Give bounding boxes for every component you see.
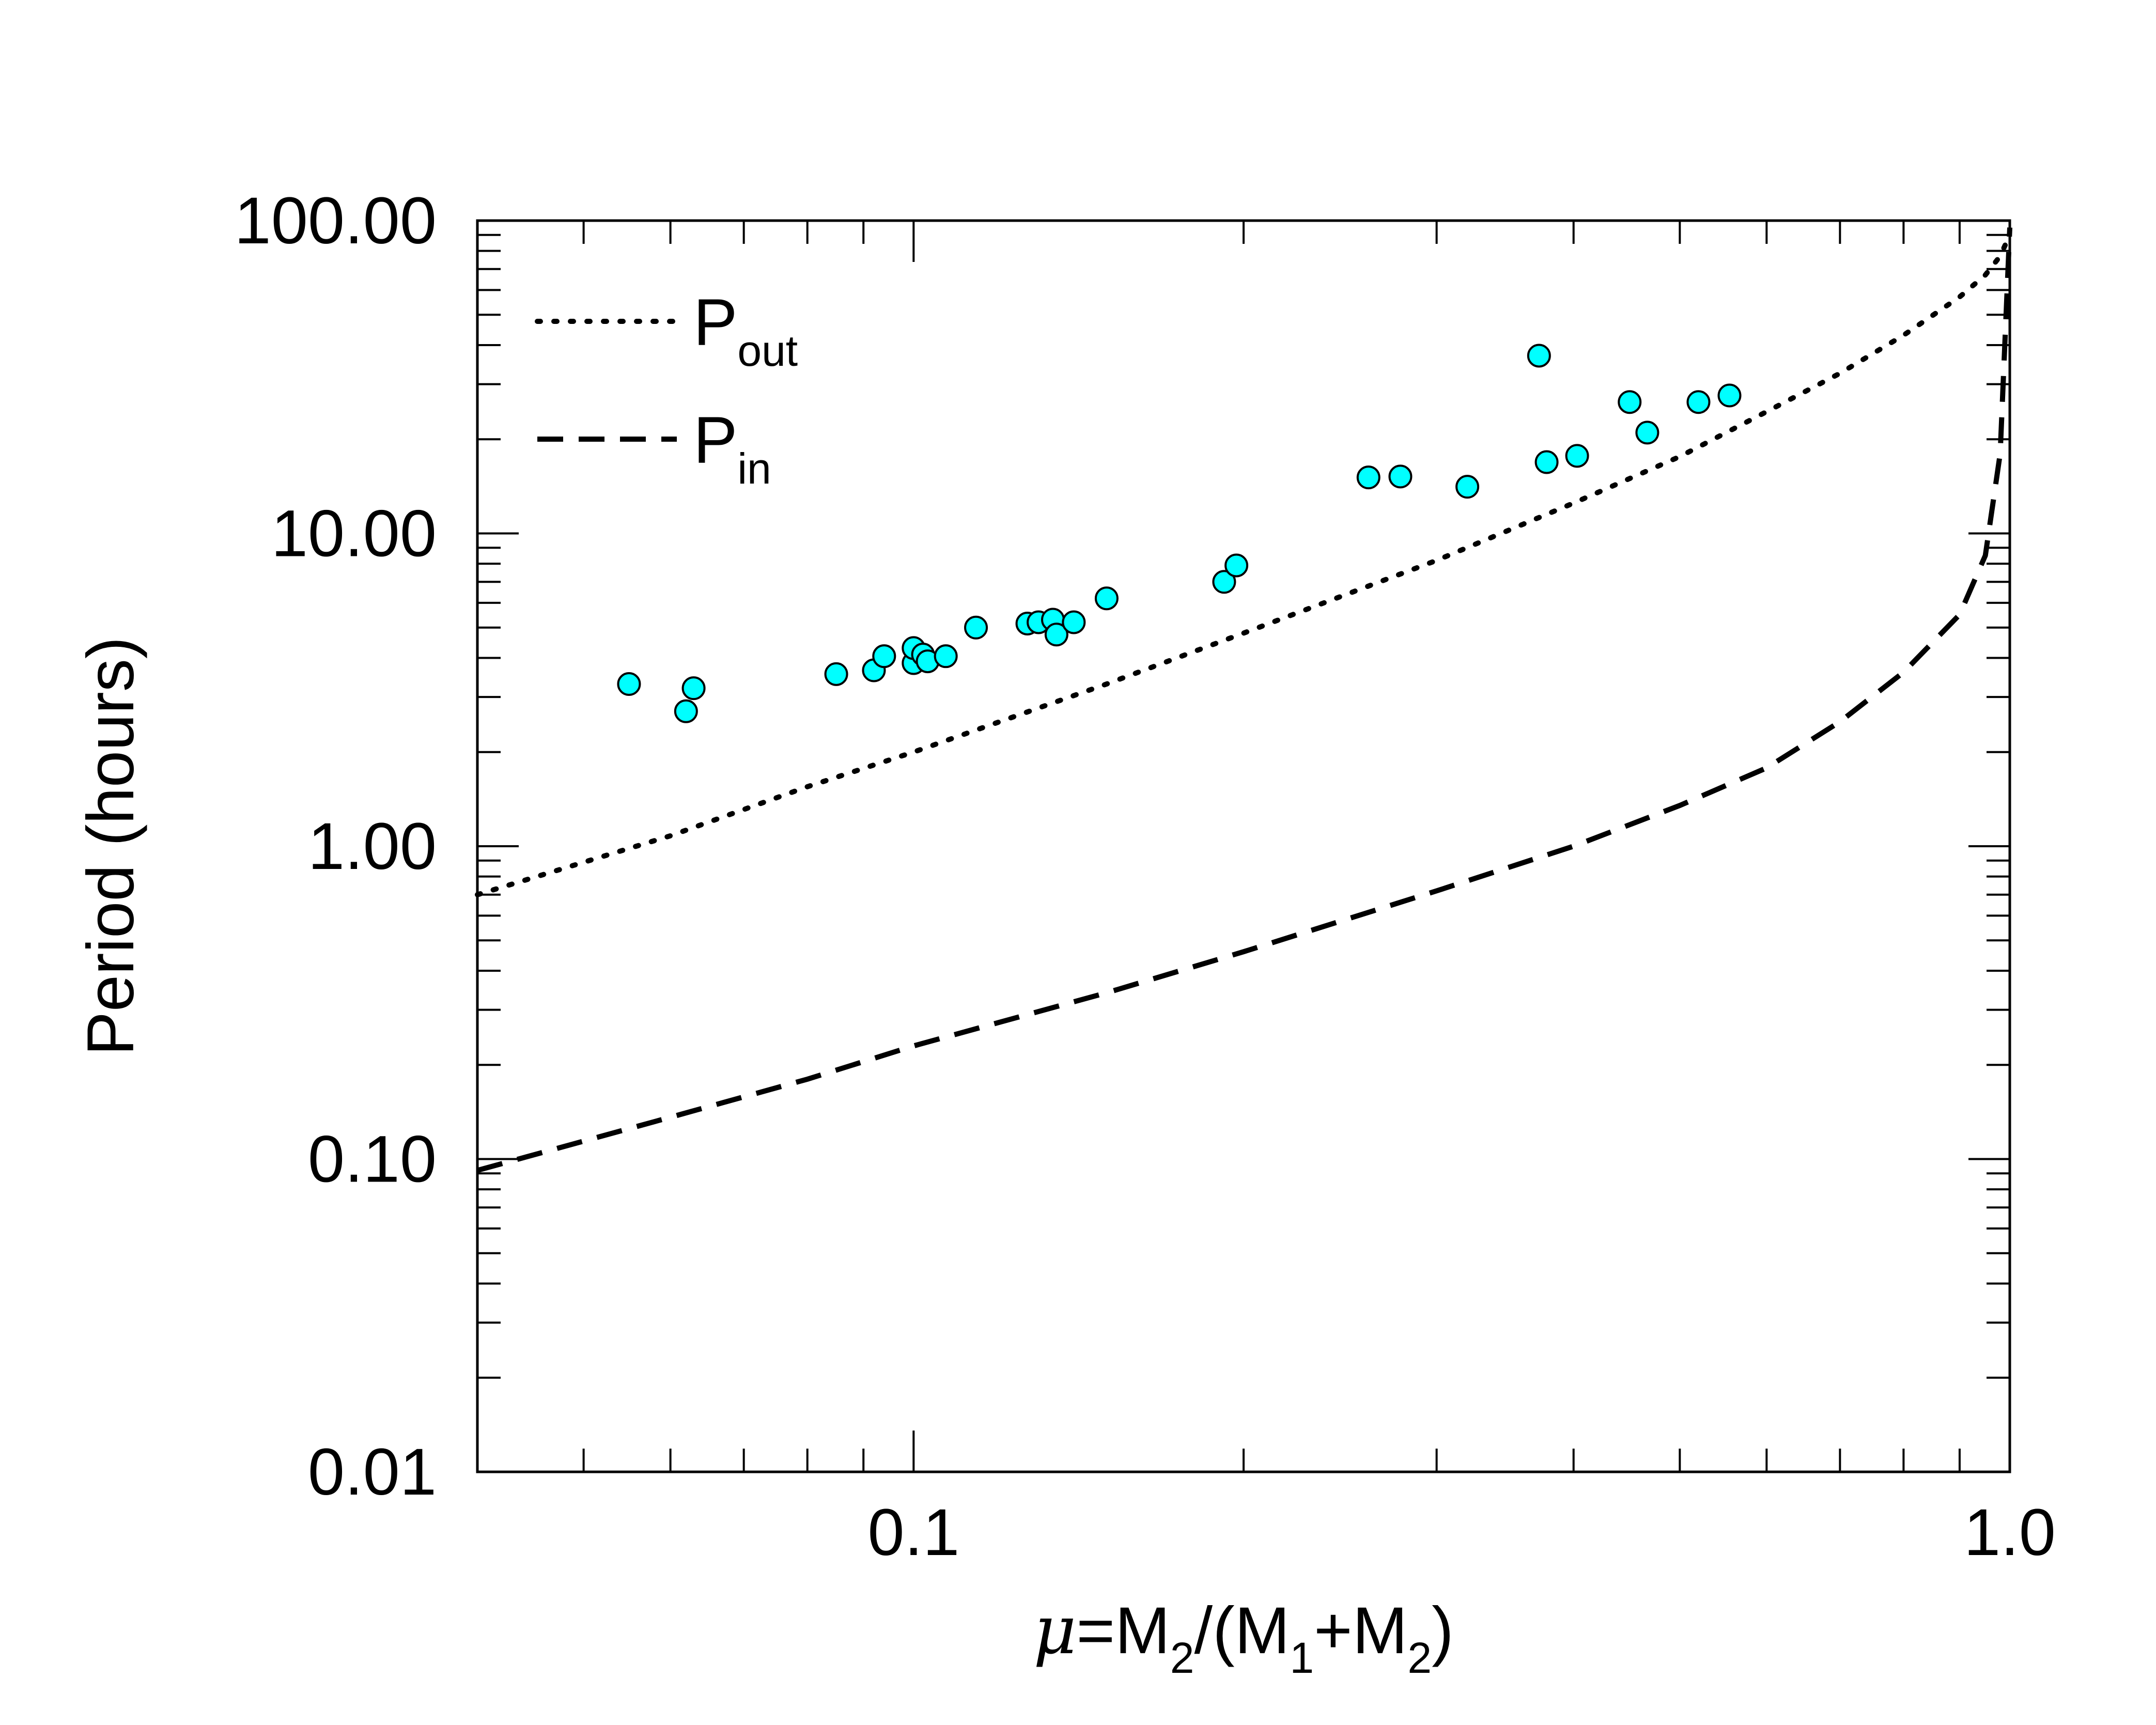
data-point bbox=[1686, 390, 1711, 414]
data-point bbox=[1455, 475, 1480, 499]
y-tick-label: 1.00 bbox=[308, 810, 437, 883]
data-point bbox=[1618, 390, 1642, 414]
data-point bbox=[934, 644, 958, 669]
model-lines bbox=[475, 227, 2012, 1173]
y-tick-label: 10.00 bbox=[271, 497, 437, 571]
data-point bbox=[674, 699, 698, 723]
data-point bbox=[1388, 464, 1413, 489]
data-point bbox=[1534, 450, 1559, 474]
y-tick-label: 0.01 bbox=[308, 1435, 437, 1509]
data-point bbox=[824, 662, 848, 686]
legend-label-pout: Pout bbox=[693, 286, 798, 375]
x-tick-label: 0.1 bbox=[867, 1496, 959, 1569]
data-point bbox=[1635, 421, 1659, 445]
data-point bbox=[1062, 610, 1086, 634]
data-point bbox=[1356, 465, 1381, 490]
legend: Pout Pin bbox=[535, 286, 798, 493]
data-point bbox=[1212, 570, 1236, 594]
data-point bbox=[1224, 553, 1249, 578]
y-axis-title: Period (hours) bbox=[74, 637, 148, 1056]
x-tick-label: 1.0 bbox=[1964, 1496, 2056, 1569]
pout-line bbox=[475, 232, 2012, 897]
data-point bbox=[617, 672, 641, 696]
data-point bbox=[872, 644, 896, 669]
legend-label-pin: Pin bbox=[693, 403, 771, 493]
x-axis-title: μ=M2/(M1+M2) bbox=[1033, 1592, 1454, 1682]
data-point bbox=[1565, 444, 1589, 468]
data-point bbox=[1094, 586, 1119, 611]
data-point bbox=[964, 615, 988, 640]
data-point bbox=[1527, 344, 1551, 368]
data-point bbox=[681, 676, 706, 701]
y-tick-label: 100.00 bbox=[235, 184, 437, 258]
data-point bbox=[1717, 383, 1742, 408]
axis-tick-labels: 0.1 1.0 0.01 0.10 1.00 10.00 100.00 bbox=[235, 184, 2056, 1569]
pin-line bbox=[476, 227, 2012, 1173]
data-points bbox=[617, 344, 1742, 723]
axis-ticks bbox=[476, 220, 2011, 1473]
y-tick-label: 0.10 bbox=[308, 1123, 437, 1196]
data-point bbox=[1044, 623, 1068, 647]
